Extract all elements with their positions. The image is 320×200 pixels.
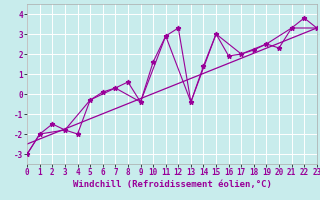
- X-axis label: Windchill (Refroidissement éolien,°C): Windchill (Refroidissement éolien,°C): [73, 180, 271, 189]
